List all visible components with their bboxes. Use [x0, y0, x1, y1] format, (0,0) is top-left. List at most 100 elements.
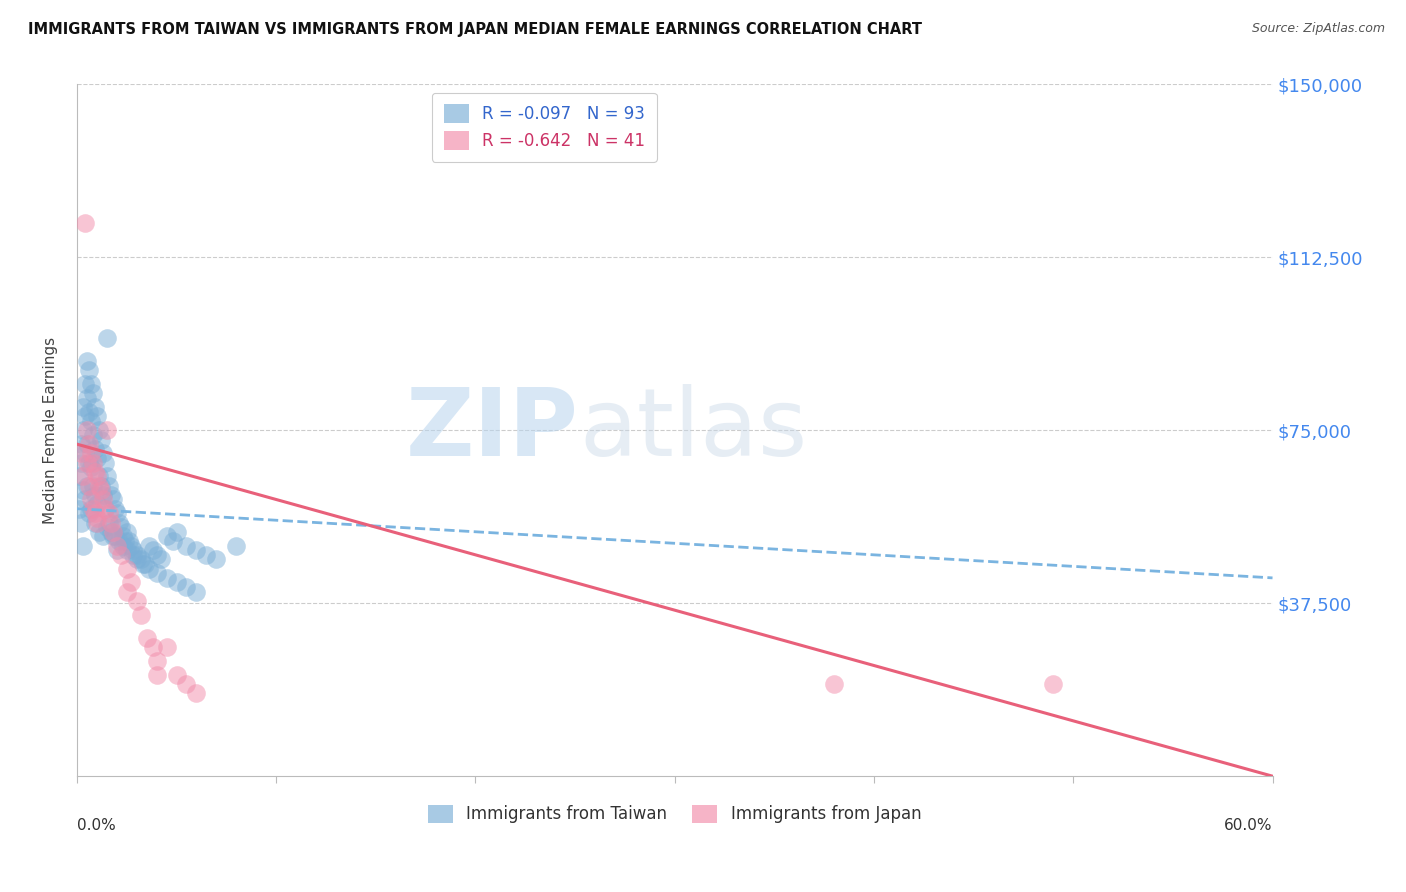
Point	[121, 548, 143, 562]
Point	[82, 478, 104, 492]
Point	[145, 667, 167, 681]
Point	[176, 677, 198, 691]
Point	[90, 483, 112, 498]
Point	[87, 469, 110, 483]
Point	[142, 640, 165, 654]
Point	[72, 539, 94, 553]
Point	[166, 667, 188, 681]
Point	[145, 566, 167, 581]
Point	[86, 450, 108, 465]
Point	[70, 437, 93, 451]
Point	[86, 409, 108, 424]
Point	[87, 524, 110, 539]
Point	[97, 516, 120, 530]
Point	[100, 488, 122, 502]
Point	[77, 405, 100, 419]
Point	[73, 216, 96, 230]
Point	[186, 543, 208, 558]
Point	[135, 631, 157, 645]
Point	[120, 539, 142, 553]
Text: 0.0%: 0.0%	[77, 818, 115, 833]
Point	[83, 401, 105, 415]
Point	[76, 478, 98, 492]
Point	[121, 543, 143, 558]
Point	[96, 469, 118, 483]
Point	[87, 423, 110, 437]
Point	[67, 469, 90, 483]
Point	[70, 516, 93, 530]
Point	[145, 654, 167, 668]
Point	[155, 571, 177, 585]
Point	[138, 539, 160, 553]
Point	[115, 584, 138, 599]
Point	[72, 401, 94, 415]
Point	[73, 446, 96, 460]
Point	[225, 539, 247, 553]
Point	[105, 543, 128, 558]
Point	[105, 506, 128, 520]
Point	[97, 478, 120, 492]
Point	[101, 529, 124, 543]
Point	[1042, 677, 1064, 691]
Point	[77, 456, 100, 470]
Point	[82, 501, 104, 516]
Point	[104, 501, 127, 516]
Point	[131, 557, 153, 571]
Point	[77, 363, 100, 377]
Text: ZIP: ZIP	[406, 384, 579, 476]
Text: Source: ZipAtlas.com: Source: ZipAtlas.com	[1251, 22, 1385, 36]
Point	[76, 456, 98, 470]
Point	[129, 607, 152, 622]
Legend: Immigrants from Taiwan, Immigrants from Japan: Immigrants from Taiwan, Immigrants from …	[422, 798, 928, 830]
Point	[107, 533, 129, 548]
Point	[76, 437, 98, 451]
Point	[77, 437, 100, 451]
Point	[86, 497, 108, 511]
Point	[76, 354, 98, 368]
Point	[96, 331, 118, 345]
Point	[76, 391, 98, 405]
Point	[823, 677, 845, 691]
Point	[111, 539, 134, 553]
Point	[73, 377, 96, 392]
Point	[114, 533, 136, 548]
Point	[97, 506, 120, 520]
Point	[100, 524, 122, 539]
Point	[83, 488, 105, 502]
Y-axis label: Median Female Earnings: Median Female Earnings	[44, 337, 58, 524]
Point	[76, 423, 98, 437]
Point	[82, 456, 104, 470]
Point	[91, 488, 114, 502]
Point	[100, 516, 122, 530]
Point	[118, 533, 141, 548]
Point	[91, 529, 114, 543]
Point	[96, 520, 118, 534]
Point	[80, 492, 103, 507]
Point	[125, 548, 148, 562]
Point	[101, 524, 124, 539]
Point	[87, 478, 110, 492]
Point	[86, 511, 108, 525]
Point	[82, 428, 104, 442]
Point	[120, 575, 142, 590]
Point	[195, 548, 218, 562]
Point	[94, 501, 117, 516]
Point	[145, 548, 167, 562]
Point	[110, 548, 132, 562]
Point	[82, 386, 104, 401]
Point	[91, 492, 114, 507]
Point	[125, 594, 148, 608]
Point	[83, 442, 105, 456]
Point	[86, 469, 108, 483]
Point	[166, 575, 188, 590]
Point	[80, 446, 103, 460]
Point	[111, 529, 134, 543]
Point	[205, 552, 228, 566]
Point	[80, 460, 103, 475]
Text: IMMIGRANTS FROM TAIWAN VS IMMIGRANTS FROM JAPAN MEDIAN FEMALE EARNINGS CORRELATI: IMMIGRANTS FROM TAIWAN VS IMMIGRANTS FRO…	[28, 22, 922, 37]
Point	[90, 433, 112, 447]
Point	[94, 456, 117, 470]
Point	[80, 414, 103, 428]
Point	[138, 562, 160, 576]
Point	[125, 552, 148, 566]
